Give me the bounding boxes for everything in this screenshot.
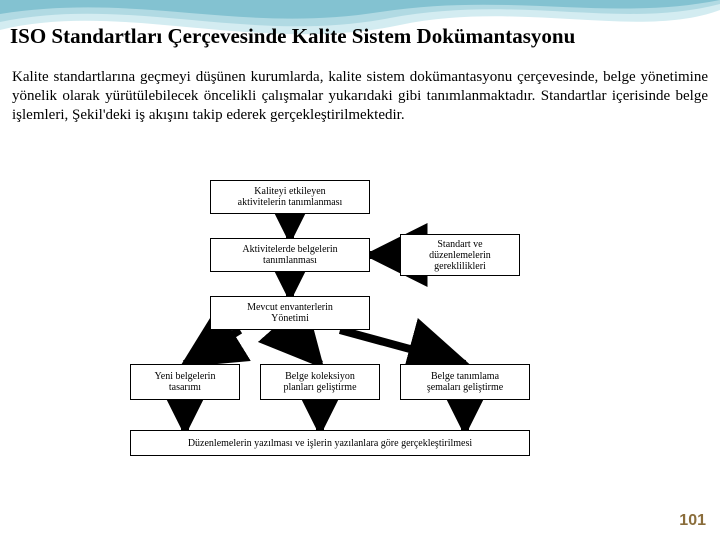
flowchart-node-n6: Belge koleksiyonplanları geliştirme	[260, 364, 380, 400]
flowchart-edge-n4-n5	[185, 330, 240, 364]
flowchart-node-n1: Kaliteyi etkileyenaktivitelerin tanımlan…	[210, 180, 370, 214]
slide-body-text: Kalite standartlarına geçmeyi düşünen ku…	[12, 68, 708, 124]
flowchart-diagram: Kaliteyi etkileyenaktivitelerin tanımlan…	[110, 180, 610, 500]
flowchart-edge-n4-n7	[340, 330, 465, 364]
flowchart-node-n8: Düzenlemelerin yazılması ve işlerin yazı…	[130, 430, 530, 456]
flowchart-node-n5: Yeni belgelerintasarımı	[130, 364, 240, 400]
flowchart-node-n2: Aktivitelerde belgelerintanımlanması	[210, 238, 370, 272]
flowchart-node-n4: Mevcut envanterlerinYönetimi	[210, 296, 370, 330]
flowchart-node-n3: Standart vedüzenlemeleringereklilikleri	[400, 234, 520, 276]
slide-title: ISO Standartları Çerçevesinde Kalite Sis…	[10, 24, 720, 49]
flowchart-edge-n4-n6	[290, 330, 320, 364]
flowchart-node-n7: Belge tanımlamaşemaları geliştirme	[400, 364, 530, 400]
page-number: 101	[679, 512, 706, 530]
